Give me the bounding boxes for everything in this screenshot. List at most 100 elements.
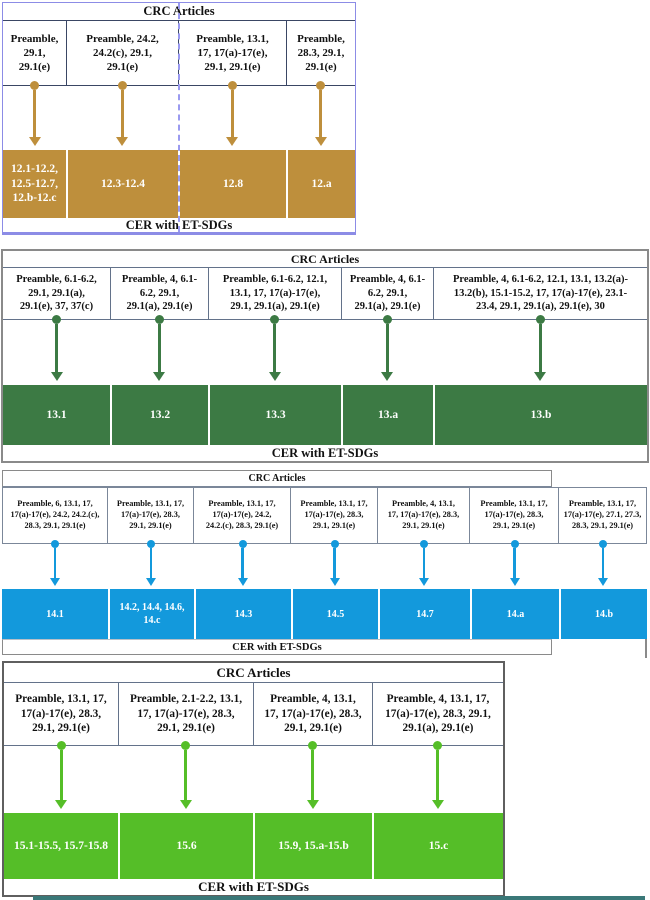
arrow-down-icon xyxy=(268,372,281,381)
arrow-dot-icon xyxy=(316,81,325,90)
mapping-column: Preamble, 4, 13.1, 17, 17(a)-17(e), 28.3… xyxy=(378,487,470,639)
mapping-column: Preamble, 13.1, 17, 17(a)-17(e), 24.2, 2… xyxy=(194,487,291,639)
arrow-down-icon xyxy=(329,578,340,586)
mapping-column: Preamble, 6.1-6.2, 12.1, 13.1, 17, 17(a)… xyxy=(208,268,341,445)
arrow-down-icon xyxy=(509,578,520,586)
arrow-shaft xyxy=(241,548,244,579)
arrow-dot-icon xyxy=(238,540,247,548)
crc-articles-title: CRC Articles xyxy=(3,251,647,268)
mapping-column: Preamble, 13.1, 17, 17(a)-17(e), 28.3, 2… xyxy=(4,683,118,879)
arrow-down-icon xyxy=(419,578,429,586)
arrow-down-icon xyxy=(226,137,238,146)
mapping-column: Preamble, 4, 13.1, 17, 17(a)-17(e), 28.3… xyxy=(253,683,372,879)
sdg-target-bar: 15.6 xyxy=(118,813,253,879)
mapping-arrow xyxy=(194,540,291,589)
arrow-down-icon xyxy=(28,137,41,146)
arrow-down-icon xyxy=(431,800,444,809)
crc-articles-cell: Preamble, 24.2, 24.2(c), 29.1, 29.1(e) xyxy=(66,21,178,86)
arrow-dot-icon xyxy=(420,540,428,548)
arrow-shaft xyxy=(601,548,605,579)
sdg-target-bar: 13.2 xyxy=(110,385,208,445)
mapping-arrow xyxy=(291,540,378,589)
mapping-arrow xyxy=(3,315,110,385)
arrow-shaft xyxy=(436,750,439,801)
crc-articles-title: CRC Articles xyxy=(2,470,552,487)
arrow-shaft xyxy=(55,324,58,373)
arrow-dot-icon xyxy=(433,741,442,750)
mapping-column: Preamble, 24.2, 24.2(c), 29.1, 29.1(e) 1… xyxy=(66,21,178,218)
mapping-arrow xyxy=(66,81,178,150)
mapping-column: Preamble, 4, 6.1-6.2, 12.1, 13.1, 13.2(a… xyxy=(433,268,647,445)
arrow-dot-icon xyxy=(51,540,59,548)
sdg-target-bar: 15.1-15.5, 15.7-15.8 xyxy=(4,813,118,879)
crc-articles-cell: Preamble, 28.3, 29.1, 29.1(e) xyxy=(286,21,355,86)
crc-articles-cell: Preamble, 13.1, 17, 17(a)-17(e), 28.3, 2… xyxy=(291,487,378,544)
arrow-shaft xyxy=(33,90,36,138)
sdg-target-bar: 14.1 xyxy=(2,589,108,639)
sdg-target-bar: 12.8 xyxy=(178,150,286,218)
arrow-dot-icon xyxy=(147,540,155,548)
mapping-arrow xyxy=(110,315,208,385)
crc-articles-cell: Preamble, 29.1, 29.1(e) xyxy=(3,21,66,86)
arrow-shaft xyxy=(319,90,322,138)
crc-articles-cell: Preamble, 4, 13.1, 17, 17(a)-17(e), 28.3… xyxy=(372,683,503,746)
mapping-column: Preamble, 4, 6.1- 6.2, 29.1, 29.1(a), 29… xyxy=(110,268,208,445)
mapping-arrow xyxy=(2,540,108,589)
arrow-dot-icon xyxy=(181,741,190,750)
panel-sdg14-mapping: CRC Articles Preamble, 6, 13.1, 17, 17(a… xyxy=(2,470,647,658)
arrow-down-icon xyxy=(146,578,156,586)
crc-articles-cell: Preamble, 13.1, 17, 17(a)-17(e), 28.3, 2… xyxy=(108,487,194,544)
sdg-target-bar: 12.1-12.2, 12.5-12.7, 12.b-12.c xyxy=(3,150,66,218)
arrow-shaft xyxy=(149,548,153,579)
mapping-arrow xyxy=(253,741,372,813)
arrow-dot-icon xyxy=(52,315,61,324)
arrow-down-icon xyxy=(534,372,546,381)
arrow-dot-icon xyxy=(117,81,127,90)
arrow-shaft xyxy=(311,750,314,801)
arrow-shaft xyxy=(513,548,516,579)
table-edge-line xyxy=(645,639,647,658)
mapping-arrow xyxy=(3,81,66,150)
crc-articles-cell: Preamble, 6, 13.1, 17, 17(a)-17(e), 24.2… xyxy=(2,487,108,544)
sdg-target-bar: 13.b xyxy=(433,385,647,445)
mapping-column: Preamble, 28.3, 29.1, 29.1(e) 12.a xyxy=(286,21,355,218)
mapping-arrow xyxy=(108,540,194,589)
panel-sdg12-mapping: CRC Articles Preamble, 29.1, 29.1(e) 12.… xyxy=(2,2,356,235)
arrow-down-icon xyxy=(237,578,248,586)
arrow-down-icon xyxy=(314,137,327,146)
mapping-arrow xyxy=(378,540,470,589)
mapping-column: Preamble, 2.1-2.2, 13.1, 17, 17(a)-17(e)… xyxy=(118,683,253,879)
arrow-down-icon xyxy=(179,800,192,809)
arrow-dot-icon xyxy=(56,741,66,750)
sdg-target-bar: 13.3 xyxy=(208,385,341,445)
mapping-column: Preamble, 6, 13.1, 17, 17(a)-17(e), 24.2… xyxy=(2,487,108,639)
mapping-arrow xyxy=(118,741,253,813)
arrow-down-icon xyxy=(50,372,63,381)
arrow-shaft xyxy=(59,750,63,801)
mapping-arrow xyxy=(341,315,433,385)
arrow-down-icon xyxy=(381,372,393,381)
arrow-shaft xyxy=(538,324,542,373)
arrow-dot-icon xyxy=(227,81,237,90)
arrow-dot-icon xyxy=(535,315,545,324)
sdg-target-bar: 13.1 xyxy=(3,385,110,445)
dashed-divider-line xyxy=(178,3,180,232)
sdg-target-bar: 14.3 xyxy=(194,589,291,639)
crc-articles-cell: Preamble, 6.1-6.2, 29.1, 29.1(a), 29.1(e… xyxy=(3,268,110,320)
arrow-shaft xyxy=(385,324,389,373)
arrow-dot-icon xyxy=(30,81,39,90)
mapping-arrow xyxy=(208,315,341,385)
arrow-down-icon xyxy=(306,800,319,809)
mapping-arrow xyxy=(470,540,559,589)
crc-articles-cell: Preamble, 13.1, 17, 17(a)-17(e), 28.3, 2… xyxy=(4,683,118,746)
sdg-target-bar: 14.5 xyxy=(291,589,378,639)
crc-articles-cell: Preamble, 13.1, 17, 17(a)-17(e), 24.2, 2… xyxy=(194,487,291,544)
crc-articles-cell: Preamble, 4, 6.1-6.2, 12.1, 13.1, 13.2(a… xyxy=(433,268,647,320)
mapping-column: Preamble, 13.1, 17, 17(a)-17(e), 28.3, 2… xyxy=(470,487,559,639)
arrow-down-icon xyxy=(598,578,608,586)
sdg-target-bar: 14.b xyxy=(559,589,647,639)
arrow-shaft xyxy=(157,324,161,373)
sdg-target-bar: 15.c xyxy=(372,813,503,879)
arrow-shaft xyxy=(230,90,234,138)
sdg-target-bar: 13.a xyxy=(341,385,433,445)
